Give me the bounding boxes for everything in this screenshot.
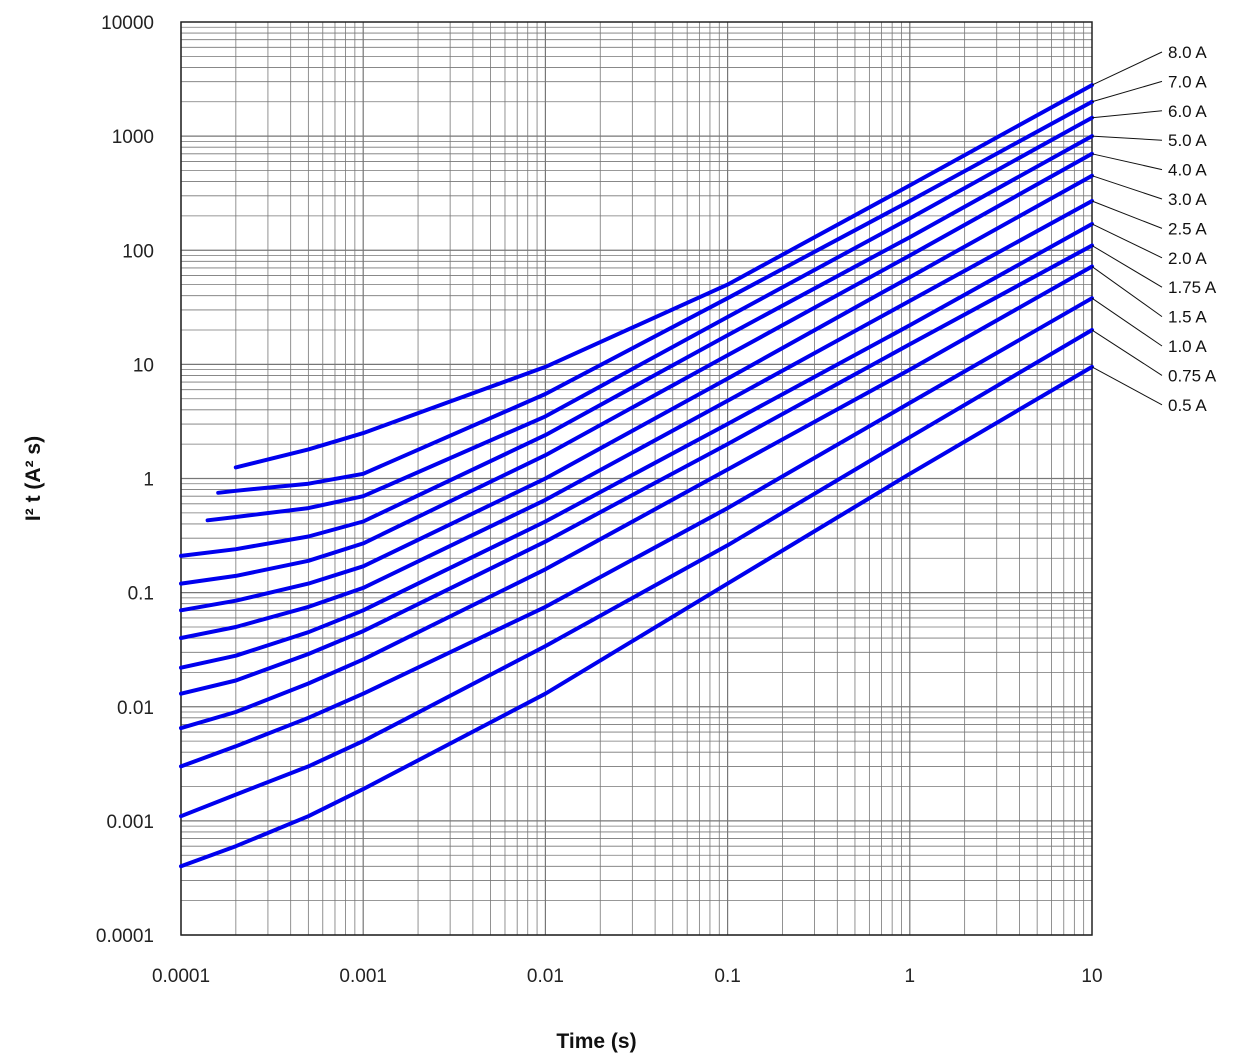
legend-label: 0.5 A	[1168, 396, 1207, 415]
x-tick-label: 1	[905, 966, 916, 987]
x-tick-labels: 0.0001 0.001 0.01 0.1 1 10	[152, 966, 1103, 987]
series-line	[179, 296, 1094, 769]
legend-leader-line	[1091, 51, 1163, 86]
series-line	[205, 115, 1094, 523]
series-line	[179, 364, 1094, 869]
x-tick-label: 0.01	[527, 966, 564, 987]
legend-leader-line	[1091, 80, 1163, 103]
legend-label: 0.75 A	[1168, 366, 1217, 385]
series-line	[179, 264, 1094, 731]
series-line	[179, 243, 1094, 696]
legend: 8.0 A 7.0 A 6.0 A 5.0 A 4.0 A 3.0 A 2.5 A 2.0 A…	[1091, 43, 1217, 415]
x-axis-title: Time (s)	[556, 1030, 636, 1053]
x-tick-label: 0.0001	[152, 966, 210, 987]
y-tick-label: 0.0001	[96, 926, 154, 947]
x-tick-label: 0.1	[714, 966, 740, 987]
y-tick-label: 0.1	[128, 584, 154, 605]
legend-label: 2.0 A	[1168, 249, 1207, 268]
legend-label: 8.0 A	[1168, 43, 1207, 62]
legend-label: 1.75 A	[1168, 278, 1217, 297]
legend-leader-line	[1091, 175, 1163, 200]
legend-label: 7.0 A	[1168, 72, 1207, 91]
x-tick-label: 0.001	[339, 966, 387, 987]
y-tick-label: 10	[133, 355, 154, 376]
legend-leader-line	[1091, 245, 1163, 288]
legend-leader-line	[1091, 366, 1163, 406]
legend-leader-line	[1091, 200, 1163, 229]
series-group	[179, 83, 1094, 869]
legend-label: 6.0 A	[1168, 102, 1207, 121]
y-tick-label: 0.01	[117, 698, 154, 719]
series-line	[216, 99, 1094, 495]
legend-leader-line	[1091, 135, 1163, 141]
y-tick-label: 1000	[112, 127, 154, 148]
series-line	[179, 222, 1094, 670]
y-tick-label: 0.001	[106, 812, 154, 833]
legend-leader-line	[1091, 153, 1163, 171]
y-tick-label: 100	[122, 241, 154, 262]
y-tick-labels: 0.0001 0.001 0.01 0.1 1 10 100 1000 10000	[96, 13, 154, 947]
plot-frame	[180, 21, 1093, 936]
y-axis-title: I² t (A² s)	[22, 436, 45, 521]
legend-leader-line	[1091, 110, 1163, 119]
legend-label: 1.5 A	[1168, 308, 1207, 327]
y-tick-label: 10000	[101, 13, 154, 34]
legend-label: 5.0 A	[1168, 131, 1207, 150]
y-tick-label: 1	[143, 470, 154, 491]
legend-label: 2.5 A	[1168, 219, 1207, 238]
grid	[180, 22, 1092, 936]
series-line	[179, 134, 1094, 558]
series-line	[179, 151, 1094, 586]
legend-label: 4.0 A	[1168, 161, 1207, 180]
series-line	[179, 173, 1094, 613]
legend-leader-line	[1091, 223, 1163, 259]
legend-label: 3.0 A	[1168, 190, 1207, 209]
series-line	[179, 328, 1094, 819]
legend-leader-line	[1091, 329, 1163, 376]
x-tick-label: 10	[1081, 966, 1102, 987]
legend-label: 1.0 A	[1168, 337, 1207, 356]
legend-leader-line	[1091, 297, 1163, 347]
legend-leader-line	[1091, 266, 1163, 318]
series-line	[233, 83, 1094, 470]
series-line	[179, 199, 1094, 640]
